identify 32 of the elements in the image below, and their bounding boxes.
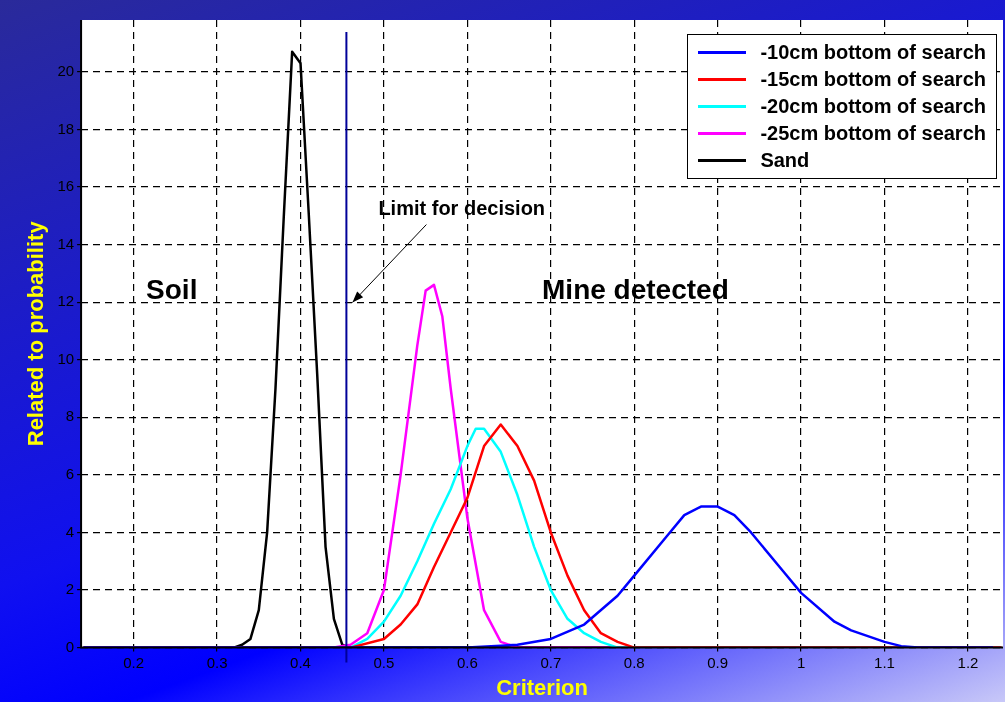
x-tick-label: 0.6 (456, 653, 478, 671)
annotation: Mine detected (542, 274, 729, 306)
x-tick-label: 1.1 (874, 653, 895, 671)
legend-label: -20cm bottom of search (760, 94, 986, 119)
x-tick-label: 0.3 (206, 653, 228, 671)
y-tick-label: 0 (65, 637, 75, 655)
legend-label: -15cm bottom of search (760, 67, 986, 92)
y-tick-label: 12 (57, 292, 75, 310)
x-tick-label: 0.8 (623, 653, 645, 671)
x-tick-label: 0.7 (540, 653, 562, 671)
annotation: Soil (146, 274, 198, 306)
legend-label: Sand (760, 148, 810, 173)
x-tick-label: 0.4 (290, 653, 311, 671)
y-tick-label: 10 (57, 349, 75, 367)
y-tick-label: 8 (65, 407, 75, 425)
y-tick-label: 18 (57, 119, 75, 137)
x-tick-label: 0.2 (123, 653, 145, 671)
y-tick-label: 2 (65, 580, 75, 598)
y-tick-label: 4 (65, 522, 75, 540)
ref-line-label: Limit for decision (378, 196, 546, 219)
y-tick-label: 16 (57, 177, 75, 195)
y-axis-title: Related to probability (23, 220, 49, 447)
x-tick-label: 1.2 (957, 653, 979, 671)
y-tick-label: 6 (65, 465, 75, 483)
x-axis-title: Criterion (496, 674, 588, 700)
legend-label: -25cm bottom of search (760, 121, 986, 146)
x-tick-label: 0.9 (707, 653, 729, 671)
legend-label: -10cm bottom of search (760, 40, 986, 65)
x-tick-label: 0.5 (373, 653, 395, 671)
x-tick-label: 1 (796, 653, 806, 671)
y-tick-label: 20 (57, 61, 75, 79)
y-tick-label: 14 (57, 234, 75, 252)
